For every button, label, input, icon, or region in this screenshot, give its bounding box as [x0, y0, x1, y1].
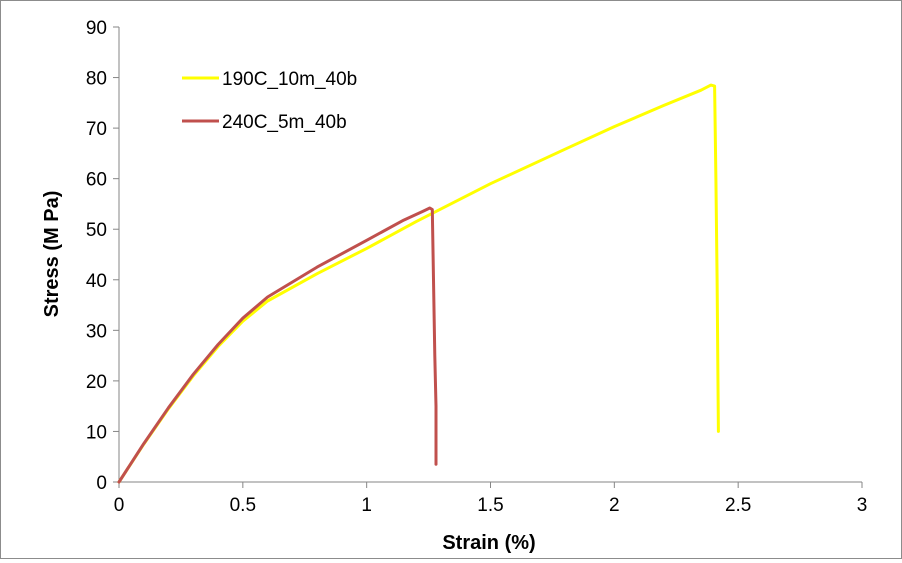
legend-label-1: 190C_10m_40b [222, 69, 357, 90]
x-tick-label: 1 [361, 495, 372, 516]
x-tick-label: 3 [857, 495, 868, 516]
series-line-1 [117, 83, 720, 484]
y-tick-label: 70 [86, 119, 107, 140]
y-tick-label: 40 [86, 271, 107, 292]
axes: 0 10 20 30 40 50 60 70 80 90 0 0.5 1 1.5 2 2.5 3 [86, 18, 867, 516]
legend: 190C_10m_40b 240C_5m_40b [182, 69, 357, 133]
y-tick-label: 90 [86, 18, 107, 39]
legend-label-2: 240C_5m_40b [222, 112, 347, 133]
y-tick-label: 20 [86, 372, 107, 393]
x-tick-label: 1.5 [477, 495, 503, 516]
x-tick-label: 0.5 [230, 495, 256, 516]
series-line-2 [117, 206, 438, 484]
y-tick-label: 30 [86, 321, 107, 342]
x-tick-label: 2 [609, 495, 620, 516]
y-tick-label: 80 [86, 69, 107, 90]
x-tick-label: 2.5 [725, 495, 751, 516]
y-tick-label: 50 [86, 220, 107, 241]
y-tick-label: 10 [86, 422, 107, 443]
y-axis-title: Stress (M Pa) [41, 191, 63, 318]
y-tick-label: 0 [96, 473, 107, 494]
y-tick-label: 60 [86, 170, 107, 191]
x-axis-title: Strain (%) [442, 532, 535, 554]
series-layer [117, 83, 720, 484]
x-tick-label: 0 [114, 495, 125, 516]
